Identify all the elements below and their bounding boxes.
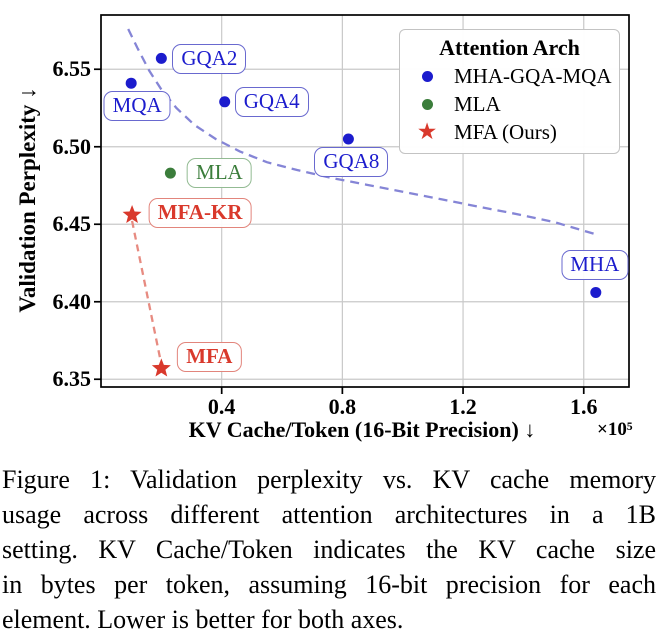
point-label-gqa4: GQA4	[234, 86, 309, 117]
caption-line: usage across different attention archite…	[2, 500, 656, 529]
data-point-mla	[164, 167, 176, 179]
x-axis-label: KV Cache/Token (16-Bit Precision) ↓	[188, 417, 536, 442]
x-tick-label: 0.8	[328, 394, 357, 419]
data-point-gqa4	[219, 96, 231, 108]
mfa-connector-line	[130, 220, 163, 365]
x-tick-label: 1.6	[569, 394, 598, 419]
plot-overlay: Validation Perplexity ↓ KV Cache/Token (…	[15, 29, 633, 442]
point-label-mha: MHA	[561, 250, 629, 281]
y-axis-label: Validation Perplexity ↓	[15, 87, 40, 313]
legend-item: ★ MFA (Ours)	[400, 118, 619, 146]
star-icon: ★	[416, 118, 438, 145]
data-point-mqa	[125, 77, 137, 89]
legend-item-label: MFA (Ours)	[454, 119, 557, 144]
point-label-mqa: MQA	[103, 91, 171, 122]
x-tick-label: 1.2	[449, 394, 477, 419]
star-icon: ★	[400, 118, 454, 145]
legend-item-label: MHA-GQA-MQA	[454, 63, 612, 88]
plot-canvas	[94, 14, 630, 394]
caption-line: Figure 1: Validation perplexity vs. KV c…	[2, 465, 656, 494]
point-label-gqa8: GQA8	[314, 147, 389, 177]
legend: Attention Arch MHA-GQA-MQA MLA ★ MFA (Ours)	[399, 29, 620, 154]
y-tick-label: 6.35	[52, 366, 92, 392]
data-point-mfa-kr	[122, 204, 142, 224]
legend-items: MHA-GQA-MQA MLA ★ MFA (Ours)	[400, 62, 619, 146]
legend-item: MHA-GQA-MQA	[400, 62, 619, 90]
legend-item-label: MLA	[454, 91, 501, 116]
y-tick-label: 6.50	[52, 133, 92, 159]
y-tick-label: 6.55	[52, 56, 92, 82]
figure-caption: Figure 1: Validation perplexity vs. KV c…	[0, 452, 658, 637]
dot-icon	[421, 70, 433, 82]
plot-frame	[100, 14, 630, 388]
point-label-mfa: MFA	[177, 342, 242, 373]
x-axis-offset-label: ×10⁵	[597, 419, 633, 440]
data-point-gqa8	[342, 133, 354, 145]
scatter-chart: Validation Perplexity ↓ KV Cache/Token (…	[15, 14, 633, 442]
trend-curve	[127, 28, 597, 236]
data-point-mha	[590, 286, 602, 298]
legend-item: MLA	[400, 90, 619, 118]
x-tick-label: 0.4	[207, 394, 236, 419]
y-tick-label: 6.45	[52, 211, 92, 237]
caption-line: setting. KV Cache/Token indicates the KV…	[2, 535, 656, 564]
legend-title: Attention Arch	[439, 35, 580, 60]
caption-line: element. Lower is better for both axes.	[2, 605, 404, 634]
caption-line: in bytes per token, assuming 16-bit prec…	[2, 570, 656, 599]
dot-icon	[400, 98, 454, 110]
y-tick-label: 6.40	[52, 288, 92, 314]
data-point-gqa2	[155, 52, 167, 64]
dot-icon	[421, 98, 433, 110]
dot-icon	[400, 70, 454, 82]
point-label-gqa2: GQA2	[172, 44, 247, 75]
data-point-mfa	[151, 358, 171, 377]
point-label-mla: MLA	[187, 158, 252, 189]
point-label-mfa-kr: MFA-KR	[148, 197, 252, 228]
